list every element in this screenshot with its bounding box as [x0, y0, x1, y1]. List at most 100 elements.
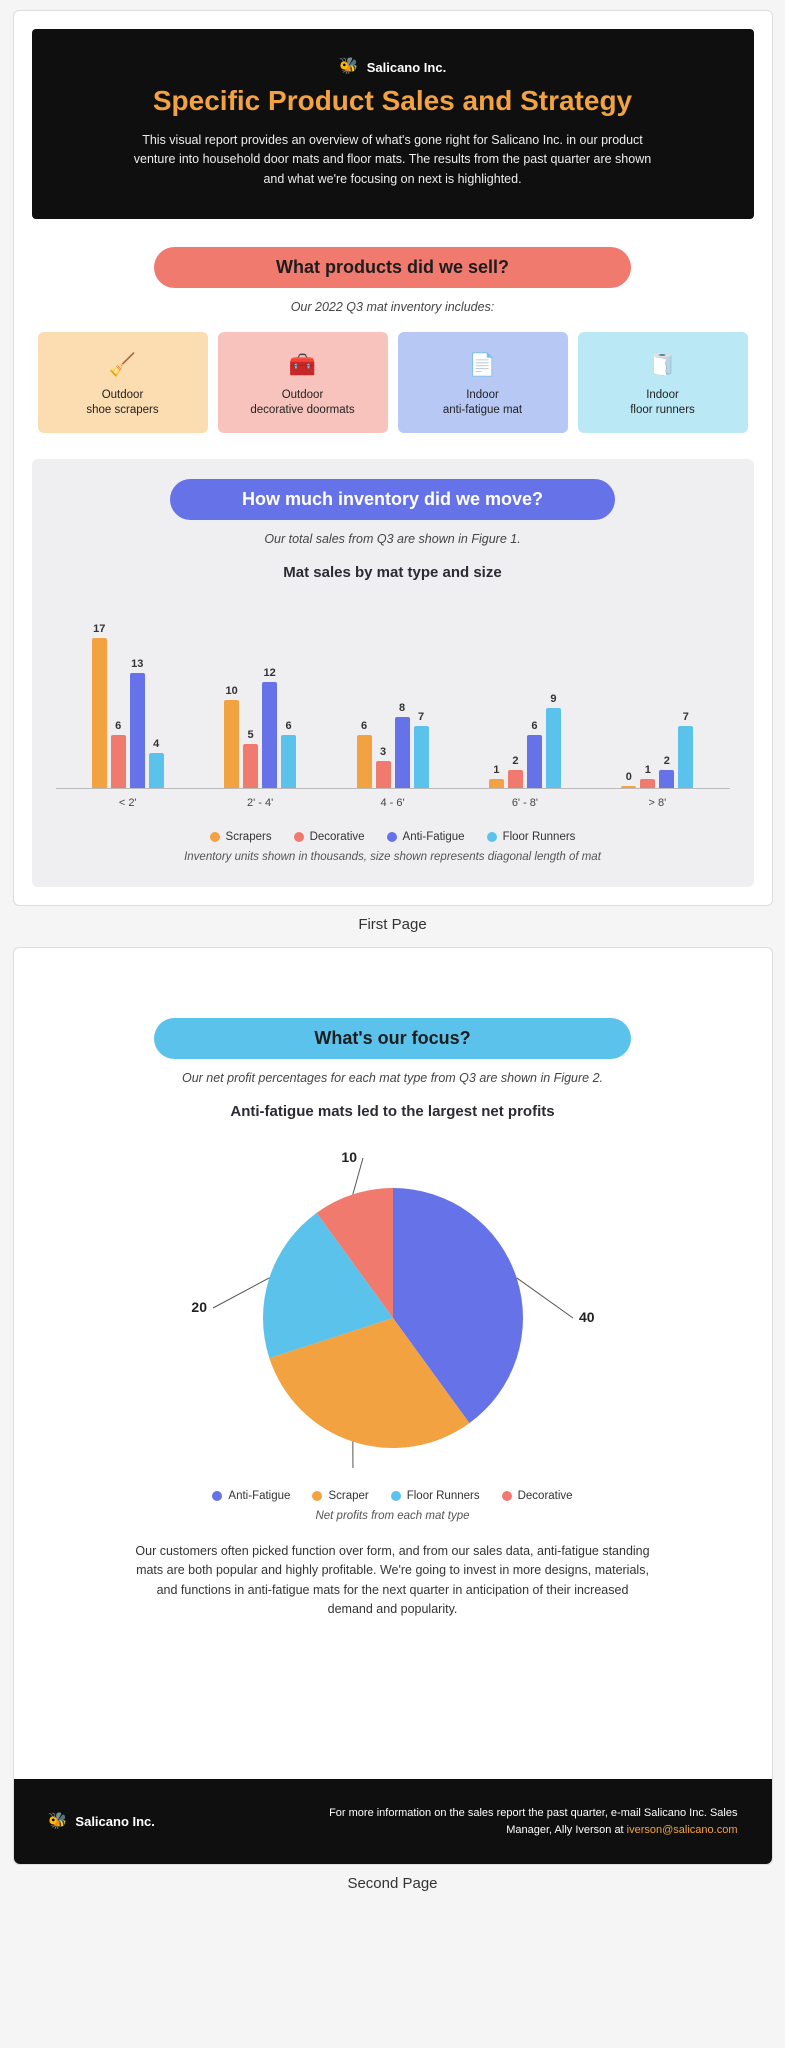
legend-label: Decorative: [310, 831, 365, 843]
company-name: Salicano Inc.: [75, 1814, 154, 1829]
section-banner-focus: What's our focus?: [154, 1018, 631, 1059]
legend-label: Scrapers: [226, 831, 272, 843]
product-card: 🧰 Outdoor decorative doormats: [218, 332, 388, 433]
bar: 1: [640, 764, 655, 788]
inventory-subtitle: Our total sales from Q3 are shown in Fig…: [56, 532, 730, 546]
bar-value-label: 5: [248, 729, 254, 741]
bar: 4: [149, 738, 164, 788]
card-icon: 🧰: [226, 350, 380, 380]
bar: 2: [508, 755, 523, 788]
bar-value-label: 2: [512, 755, 518, 767]
footer-logo: 🐝 Salicano Inc.: [48, 1814, 155, 1830]
product-cards: 🧹Outdoor shoe scrapers 🧰 Outdoor decorativ…: [38, 332, 748, 433]
card-icon: 🧻: [586, 350, 740, 380]
legend-item: Decorative: [502, 1490, 573, 1502]
company-name: Salicano Inc.: [367, 60, 446, 75]
bar-chart-legend: Scrapers Decorative Anti-Fatigue Floor Runn…: [56, 831, 730, 843]
bar-value-label: 10: [225, 685, 237, 697]
bar-value-label: 1: [493, 764, 499, 776]
hero-subtitle: This visual report provides an overview …: [133, 131, 653, 189]
bar: 17: [92, 623, 107, 788]
bar: 9: [546, 693, 561, 787]
bar-chart: 176134105126638712690127: [56, 609, 730, 789]
bee-icon: 🐝: [48, 1814, 68, 1830]
legend-label: Decorative: [518, 1490, 573, 1502]
legend-dot-icon: [387, 832, 397, 842]
page-label-1: First Page: [10, 916, 775, 933]
section-banner-products: What products did we sell?: [154, 247, 631, 288]
bar-value-label: 4: [153, 738, 159, 750]
bar-value-label: 2: [664, 755, 670, 767]
legend-item: Anti-Fatigue: [387, 831, 465, 843]
pie-chart-legend: Anti-Fatigue Scraper Floor Runners Decorati…: [32, 1490, 754, 1502]
legend-label: Anti-Fatigue: [228, 1490, 290, 1502]
legend-dot-icon: [212, 1491, 222, 1501]
legend-dot-icon: [312, 1491, 322, 1501]
pie-caption: Net profits from each mat type: [32, 1510, 754, 1522]
bar: 3: [376, 746, 391, 787]
legend-label: Anti-Fatigue: [403, 831, 465, 843]
bar: 10: [224, 685, 239, 788]
bar-value-label: 6: [115, 720, 121, 732]
legend-item: Decorative: [294, 831, 365, 843]
bar-group: 6387: [326, 702, 458, 788]
legend-dot-icon: [391, 1491, 401, 1501]
legend-item: Scrapers: [210, 831, 272, 843]
bar: 0: [621, 771, 636, 788]
product-card: 📄 Indoor anti-fatigue mat: [398, 332, 568, 433]
banner-text: What products did we sell?: [276, 257, 509, 277]
pie-chart: 40302010: [32, 1148, 754, 1468]
legend-item: Scraper: [312, 1490, 368, 1502]
legend-label: Floor Runners: [407, 1490, 480, 1502]
bar: 1: [489, 764, 504, 788]
page-1: 🐝 Salicano Inc. Specific Product Sales a…: [13, 10, 773, 906]
bar-value-label: 0: [626, 771, 632, 783]
bar-value-label: 7: [418, 711, 424, 723]
pie-value-label: 40: [579, 1309, 595, 1325]
pie-svg: 40302010: [183, 1148, 603, 1468]
bar-group: 1 2 69: [459, 693, 591, 787]
pie-value-label: 20: [191, 1299, 207, 1315]
bar: 8: [395, 702, 410, 788]
legend-item: Floor Runners: [391, 1490, 480, 1502]
bar-chart-xlabels: < 2'2' - 4'4 - 6'6' - 8'> 8': [56, 797, 730, 809]
bar-value-label: 1: [645, 764, 651, 776]
page-label-2: Second Page: [10, 1875, 775, 1892]
bar-chart-title: Mat sales by mat type and size: [56, 564, 730, 581]
bee-icon: 🐝: [339, 59, 359, 75]
banner-text: How much inventory did we move?: [242, 489, 543, 509]
card-icon: 🧹: [46, 350, 200, 380]
bar-value-label: 17: [93, 623, 105, 635]
bar: 13: [130, 658, 145, 788]
bar: 12: [262, 667, 277, 788]
pie-value-label: 10: [341, 1149, 357, 1165]
section-banner-inventory: How much inventory did we move?: [170, 479, 615, 520]
legend-dot-icon: [294, 832, 304, 842]
bar: 7: [678, 711, 693, 788]
bar-value-label: 6: [531, 720, 537, 732]
card-icon: 📄: [406, 350, 560, 380]
product-card: 🧻Indoor floor runners: [578, 332, 748, 433]
x-label: > 8': [591, 797, 723, 809]
logo-row: 🐝 Salicano Inc.: [92, 59, 694, 75]
pie-chart-title: Anti-fatigue mats led to the largest net…: [32, 1103, 754, 1120]
footer: 🐝 Salicano Inc. For more information on …: [14, 1779, 772, 1864]
product-card: 🧹Outdoor shoe scrapers: [38, 332, 208, 433]
bar-group: 17 6 13 4: [62, 623, 194, 788]
bar-value-label: 13: [131, 658, 143, 670]
card-label: Outdoor decorative doormats: [226, 388, 380, 419]
bar-chart-footnote: Inventory units shown in thousands, size…: [56, 851, 730, 863]
bar-chart-panel: How much inventory did we move? Our tota…: [32, 459, 754, 887]
footer-email-link[interactable]: iverson@salicano.com: [627, 1824, 738, 1836]
banner-text: What's our focus?: [314, 1028, 470, 1048]
bar: 6: [281, 720, 296, 788]
legend-item: Floor Runners: [487, 831, 576, 843]
card-label: Indoor anti-fatigue mat: [406, 388, 560, 419]
bar-group: 10 5 12 6: [194, 667, 326, 788]
x-label: 4 - 6': [326, 797, 458, 809]
products-subtitle: Our 2022 Q3 mat inventory includes:: [32, 300, 754, 314]
legend-dot-icon: [502, 1491, 512, 1501]
bar-value-label: 6: [286, 720, 292, 732]
bar-value-label: 8: [399, 702, 405, 714]
page-2: What's our focus? Our net profit percent…: [13, 947, 773, 1866]
